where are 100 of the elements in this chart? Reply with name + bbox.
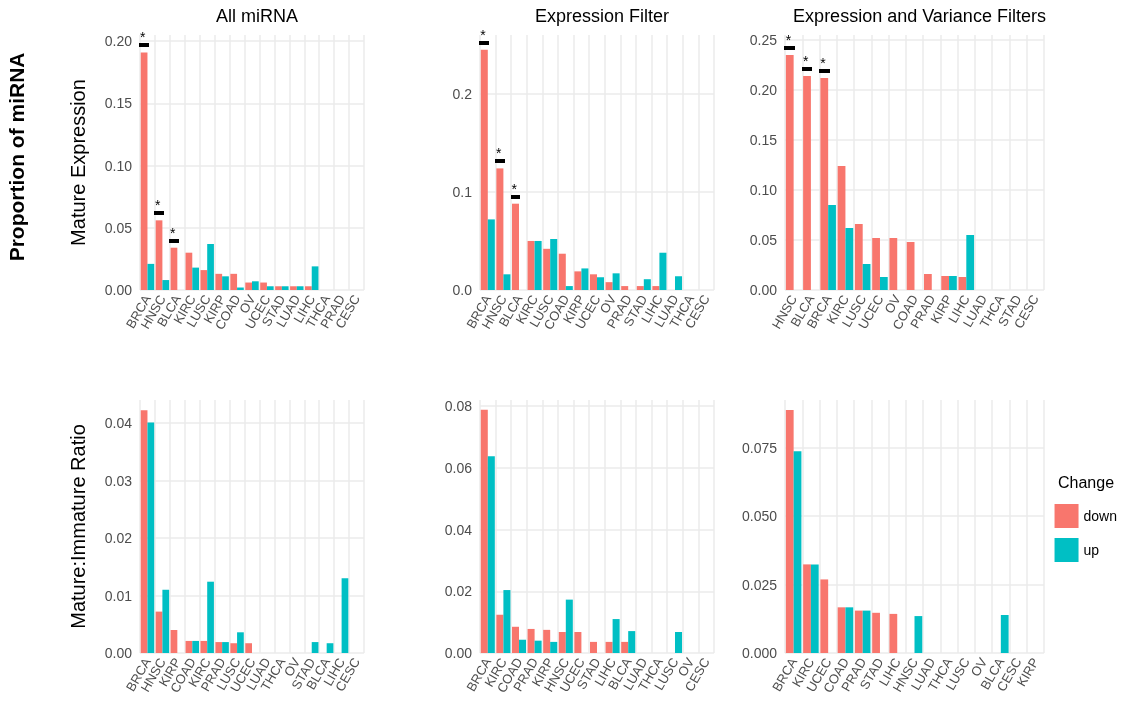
- bar: [605, 282, 613, 290]
- bar: [215, 642, 223, 653]
- bar: [487, 219, 495, 290]
- y-tick-label: 0.075: [741, 439, 778, 456]
- bar: [543, 629, 551, 653]
- bar: [260, 282, 267, 290]
- y-tick-label: 0.06: [444, 459, 473, 476]
- bar: [845, 228, 854, 290]
- bar: [496, 614, 504, 653]
- bar: [628, 631, 636, 653]
- bar: [305, 286, 312, 290]
- bar: [966, 235, 975, 290]
- bar: [565, 599, 573, 653]
- bar: [854, 224, 863, 290]
- annotation: *: [803, 53, 809, 69]
- bar: [785, 55, 794, 290]
- bar: [222, 642, 229, 653]
- chart-title: Expression Filter: [534, 6, 670, 26]
- y-tick-label: 0.00: [104, 645, 133, 661]
- bar: [810, 564, 819, 653]
- bar: [803, 76, 811, 290]
- bar: [837, 607, 846, 653]
- bar: [889, 238, 898, 290]
- bar: [200, 640, 208, 653]
- bar: [659, 252, 667, 290]
- bar: [147, 263, 155, 290]
- bar: [543, 248, 551, 290]
- bar: [675, 276, 683, 290]
- bar: [496, 168, 504, 290]
- bar: [589, 641, 597, 653]
- bar: [589, 274, 597, 290]
- bar: [290, 286, 297, 290]
- bar: [550, 239, 558, 290]
- bar: [326, 643, 334, 653]
- bar: [872, 238, 880, 290]
- y-tick-label: 0.02: [104, 530, 133, 546]
- y-tick-label: 0.20: [749, 82, 778, 98]
- text: Proportion of miRNA: [5, 52, 28, 262]
- y-tick-label: 0.05: [749, 232, 778, 248]
- y-tick-label: 0.15: [104, 95, 133, 112]
- y-tick-label: 0.00: [104, 282, 133, 298]
- y-tick-label: 0.1: [452, 183, 473, 200]
- bar: [147, 422, 155, 653]
- bar: [820, 78, 829, 290]
- bar: [550, 641, 558, 653]
- annotation: *: [155, 197, 161, 214]
- bar: [162, 589, 170, 653]
- bar: [621, 286, 629, 290]
- bar: [862, 264, 871, 290]
- y-tick-label: 0.050: [741, 508, 778, 525]
- bar: [889, 613, 898, 653]
- legend-title: Change: [1058, 473, 1115, 491]
- bar: [803, 564, 811, 653]
- bar: [281, 286, 289, 290]
- bar: [675, 632, 683, 653]
- bar: [480, 409, 488, 653]
- y-tick-label: 0.03: [104, 472, 133, 489]
- bar: [311, 266, 319, 290]
- y-tick-label: 0.00: [444, 645, 473, 661]
- bar: [275, 286, 282, 290]
- y-axis-title: Mature Expression: [67, 79, 89, 246]
- y-tick-label: 0.10: [104, 157, 133, 174]
- bar: [793, 451, 802, 653]
- y-tick-label: 0.10: [749, 182, 778, 198]
- bar: [558, 632, 566, 653]
- bar: [636, 286, 644, 290]
- legend-label: up: [1083, 542, 1100, 558]
- bar: [534, 640, 542, 653]
- y-tick-label: 0.01: [104, 587, 133, 604]
- bar: [872, 612, 880, 653]
- bar: [311, 642, 319, 653]
- y-tick-label: 0.04: [444, 521, 473, 538]
- y-tick-label: 0.000: [741, 645, 778, 661]
- y-tick-label: 0.05: [104, 219, 133, 236]
- bar: [266, 286, 274, 290]
- bar: [574, 271, 582, 290]
- bar: [511, 203, 519, 290]
- bar: [879, 277, 888, 290]
- annotation: *: [495, 145, 502, 162]
- bar: [341, 578, 349, 653]
- bar: [581, 268, 589, 290]
- bar: [643, 279, 651, 290]
- bar: [245, 643, 252, 653]
- bar: [941, 276, 950, 290]
- bar: [906, 242, 915, 290]
- annotation: *: [511, 180, 517, 197]
- bar: [612, 619, 620, 653]
- bar: [621, 641, 629, 653]
- bar: [534, 240, 542, 290]
- bar: [296, 286, 304, 290]
- bar: [252, 281, 259, 290]
- bar: [597, 277, 605, 290]
- bar: [162, 280, 170, 290]
- bar: [237, 632, 244, 653]
- bar: [914, 616, 923, 653]
- y-tick-label: 0.0: [452, 282, 473, 298]
- bar: [230, 643, 238, 653]
- bar: [480, 49, 488, 290]
- y-tick-label: 0.00: [749, 282, 778, 298]
- bar: [222, 276, 229, 290]
